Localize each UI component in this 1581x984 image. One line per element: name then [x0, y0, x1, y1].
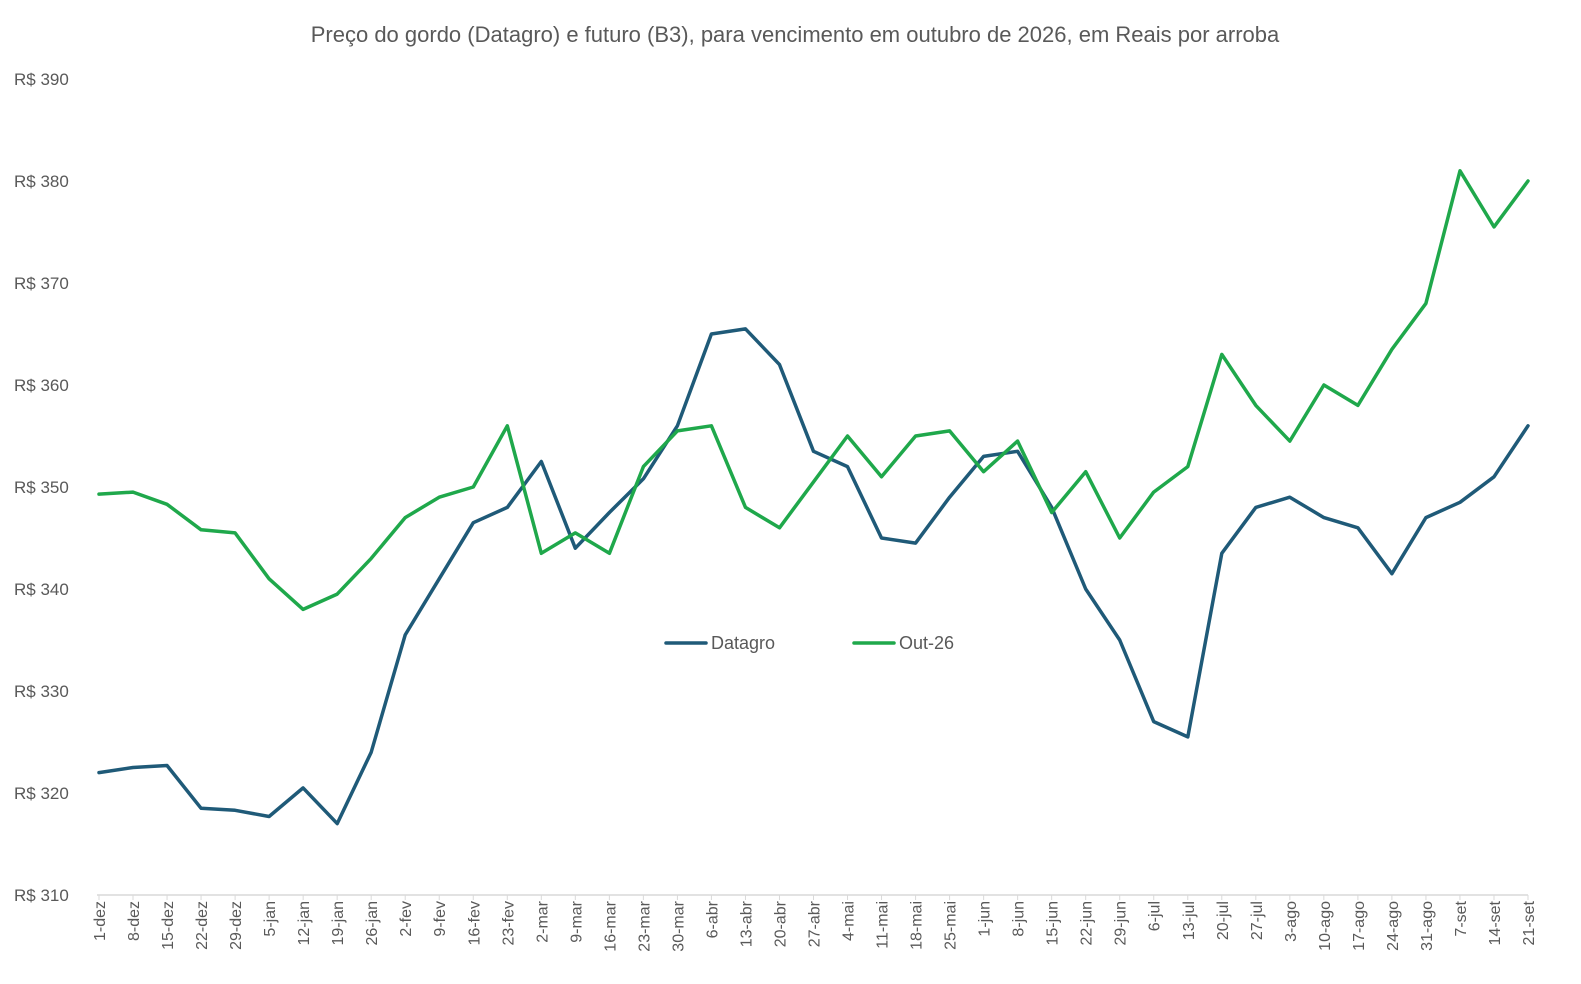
- x-tick-label: 7-set: [1453, 900, 1470, 936]
- x-tick-label: 25-mai: [943, 901, 960, 950]
- x-tick-label: 22-jun: [1079, 901, 1096, 945]
- x-tick-label: 31-ago: [1419, 901, 1436, 951]
- x-tick-label: 6-jul: [1147, 901, 1164, 931]
- x-tick-label: 26-jan: [364, 901, 381, 945]
- x-tick-label: 19-jan: [330, 901, 347, 945]
- x-tick-label: 24-ago: [1385, 901, 1402, 951]
- y-tick-label: R$ 330: [14, 682, 69, 701]
- x-tick-label: 9-mar: [568, 900, 585, 942]
- x-tick-label: 13-abr: [738, 900, 755, 947]
- x-tick-label: 8-jun: [1011, 901, 1028, 937]
- y-tick-label: R$ 390: [14, 70, 69, 89]
- series-line-out-26: [97, 169, 1530, 612]
- x-tick-label: 16-fev: [466, 901, 483, 945]
- chart-title: Preço do gordo (Datagro) e futuro (B3), …: [311, 22, 1280, 47]
- series-line-datagro: [97, 327, 1530, 826]
- y-tick-label: R$ 360: [14, 376, 69, 395]
- x-tick-label: 29-jun: [1113, 901, 1130, 945]
- x-tick-label: 27-jul: [1249, 901, 1266, 940]
- x-tick-label: 11-mai: [875, 901, 892, 949]
- y-tick-label: R$ 310: [14, 886, 69, 905]
- x-axis: 1-dez 8-dez 15-dez 22-dez 29-dez 5-jan 12-jan 1…: [92, 895, 1538, 952]
- x-tick-label: 1-dez: [92, 901, 109, 941]
- x-tick-label: 10-ago: [1317, 901, 1334, 951]
- x-tick-label: 30-mar: [670, 900, 687, 951]
- x-tick-label: 13-jul: [1181, 901, 1198, 940]
- x-tick-label: 27-abr: [807, 900, 824, 947]
- x-tick-label: 20-abr: [772, 900, 789, 947]
- x-tick-label: 21-set: [1521, 900, 1538, 945]
- x-tick-label: 29-dez: [228, 901, 245, 950]
- y-tick-label: R$ 340: [14, 580, 69, 599]
- x-tick-label: 1-jun: [977, 901, 994, 937]
- series-layer: [97, 169, 1530, 826]
- legend-label: Out-26: [899, 633, 954, 653]
- x-tick-label: 2-mar: [534, 900, 551, 942]
- legend: Datagro Out-26: [664, 633, 954, 653]
- x-tick-label: 6-abr: [704, 900, 721, 938]
- x-tick-label: 2-fev: [398, 901, 415, 937]
- x-tick-label: 15-dez: [160, 901, 177, 950]
- x-tick-label: 16-mar: [602, 900, 619, 951]
- x-tick-label: 18-mai: [909, 901, 926, 950]
- y-tick-label: R$ 320: [14, 784, 69, 803]
- x-tick-label: 8-dez: [126, 901, 143, 941]
- y-tick-label: R$ 350: [14, 478, 69, 497]
- legend-label: Datagro: [711, 633, 775, 653]
- x-tick-label: 22-dez: [194, 901, 211, 950]
- x-tick-label: 12-jan: [296, 901, 313, 945]
- x-tick-label: 17-ago: [1351, 901, 1368, 951]
- x-tick-label: 14-set: [1487, 900, 1504, 945]
- y-tick-label: R$ 380: [14, 172, 69, 191]
- x-tick-label: 9-fev: [432, 901, 449, 937]
- x-tick-label: 20-jul: [1215, 901, 1232, 940]
- y-axis: R$ 310 R$ 320 R$ 330 R$ 340 R$ 350 R$ 360 R$ 3…: [14, 70, 69, 905]
- x-tick-label: 15-jun: [1045, 901, 1062, 945]
- x-tick-label: 23-fev: [500, 901, 517, 945]
- x-tick-label: 4-mai: [841, 901, 858, 941]
- x-tick-label: 5-jan: [262, 901, 279, 937]
- x-tick-label: 23-mar: [636, 900, 653, 951]
- x-tick-label: 3-ago: [1283, 901, 1300, 942]
- y-tick-label: R$ 370: [14, 274, 69, 293]
